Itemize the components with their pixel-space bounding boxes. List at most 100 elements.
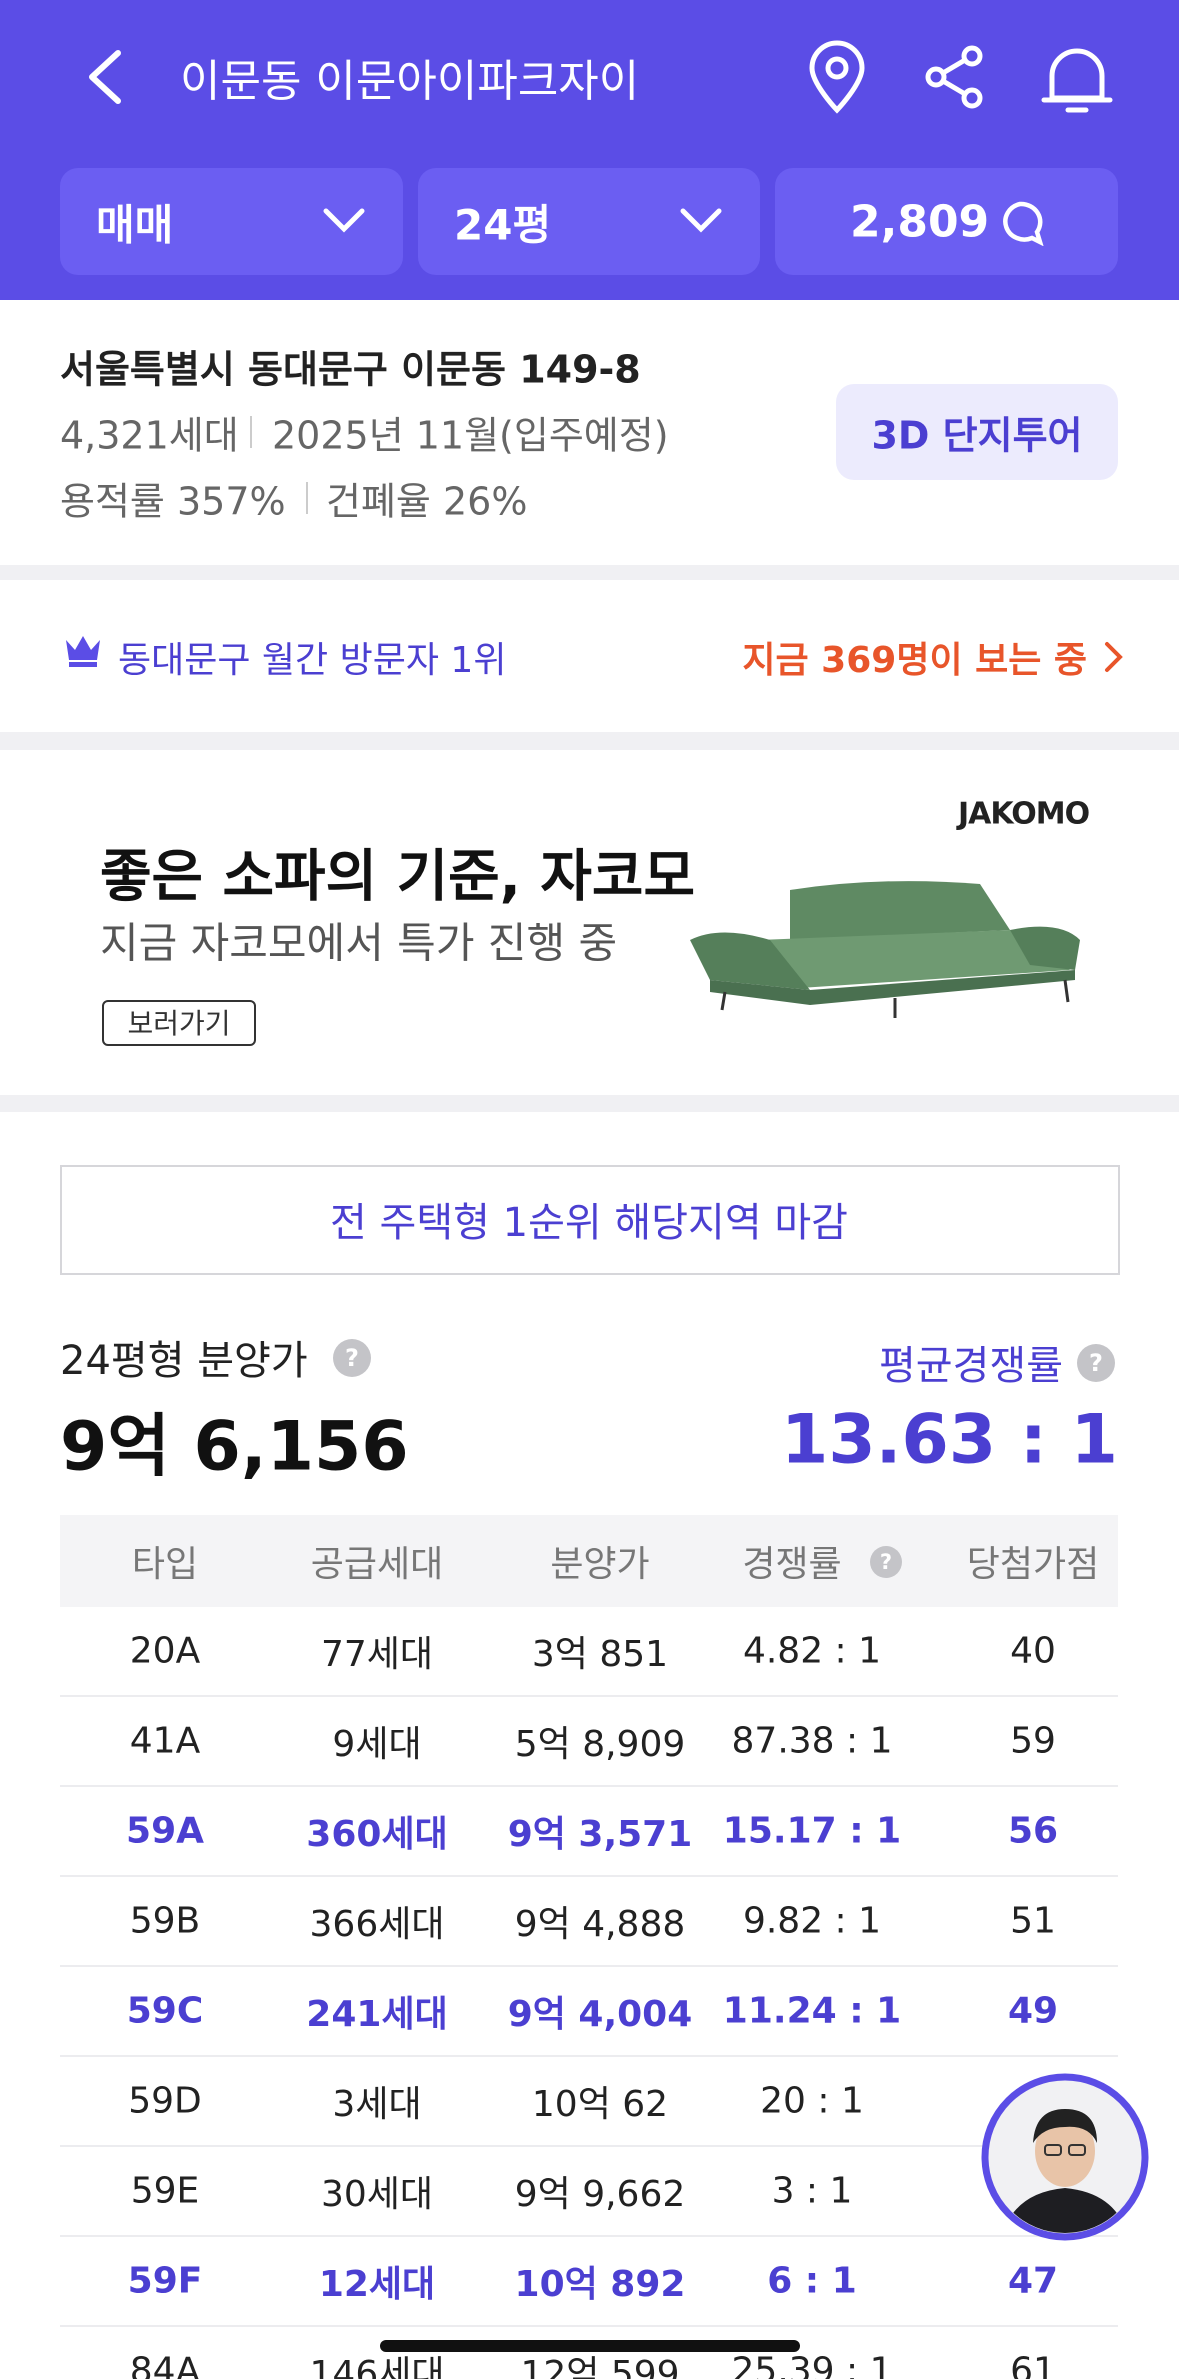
sofa-image [690, 881, 1080, 1018]
price-label: 24평형 분양가 [60, 1338, 308, 1384]
table-cell: 10억 62 [531, 2084, 669, 2125]
move-in: 2025년 11월(입주예정) [272, 413, 669, 458]
table-cell: 59E [130, 2170, 200, 2212]
back-button[interactable] [80, 47, 130, 107]
table-cell: 11.24 : 1 [722, 1990, 902, 2032]
table-cell: 9억 9,662 [514, 2174, 686, 2215]
table-cell: 59B [129, 1900, 201, 1942]
viewers[interactable]: 지금 369명이 보는 중 [742, 640, 1087, 681]
floor-area-ratio: 용적률 357% [60, 479, 286, 524]
table-cell: 12억 599 [520, 2354, 680, 2379]
table-cell: 3억 851 [531, 1634, 669, 1675]
column-header: 공급세대 [310, 1544, 444, 1585]
table-cell: 51 [1010, 1900, 1056, 1942]
table-cell: 49 [1007, 1990, 1059, 2032]
table-cell: 5억 8,909 [514, 1724, 686, 1765]
ranking-label: 동대문구 월간 방문자 1위 [118, 640, 507, 681]
notice: 전 주택형 1순위 해당지역 마감 [330, 1200, 848, 1246]
notification-icon[interactable] [1040, 42, 1114, 114]
row-divider [60, 2325, 1118, 2327]
home-indicator [380, 2340, 800, 2352]
share-icon[interactable] [922, 44, 988, 110]
tour-button[interactable] [836, 384, 1118, 480]
table-cell: 59A [126, 1810, 204, 1852]
chat-icon [1003, 201, 1044, 246]
trade-filter[interactable] [60, 168, 403, 275]
table-cell: 10억 892 [514, 2264, 686, 2305]
table-cell: 77세대 [320, 1634, 434, 1675]
ad-brand: JAKOMO [958, 796, 1090, 832]
filter-label: 24평 [454, 200, 552, 250]
table-cell: 12세대 [318, 2264, 436, 2305]
location-icon[interactable] [806, 40, 868, 115]
table-cell: 241세대 [306, 1994, 448, 2035]
table-cell: 146세대 [309, 2354, 445, 2379]
comments-button[interactable] [775, 168, 1118, 275]
separator [0, 732, 1179, 750]
column-header: 경쟁률 [742, 1544, 842, 1585]
table-cell: 30세대 [320, 2174, 434, 2215]
row-divider [60, 1875, 1118, 1877]
table-cell: 20A [129, 1630, 201, 1672]
tour-label: 3D 단지투어 [871, 413, 1083, 458]
table-cell: 59F [127, 2260, 203, 2302]
chevron-right [1105, 642, 1123, 672]
filter-label: 매매 [96, 200, 174, 250]
help-icon[interactable]: ? [332, 1338, 372, 1378]
svg-text:?: ? [1089, 1349, 1103, 1377]
chevron [680, 208, 722, 233]
address: 서울특별시 동대문구 이문동 149-8 [60, 347, 641, 392]
size-filter[interactable] [418, 168, 760, 275]
row-divider [60, 1785, 1118, 1787]
table-cell: 9.82 : 1 [742, 1900, 882, 1942]
notice-box [60, 1165, 1120, 1275]
table-cell: 20 : 1 [760, 2080, 864, 2122]
ad-button-label: 보러가기 [127, 1007, 231, 1040]
table-cell: 61 [1010, 2350, 1056, 2379]
svg-text:?: ? [345, 1344, 359, 1372]
divider [250, 416, 252, 448]
ad-subline: 지금 자코모에서 특가 진행 중 [100, 918, 618, 968]
table-cell: 3 : 1 [771, 2170, 853, 2212]
row-divider [60, 1695, 1118, 1697]
table-cell: 59C [126, 1990, 204, 2032]
row-divider [60, 2235, 1118, 2237]
table-cell: 56 [1007, 1810, 1059, 1852]
ad-button[interactable] [102, 1000, 256, 1046]
table-cell: 41A [129, 1720, 201, 1762]
separator [0, 1095, 1179, 1112]
column-header: 당첨가점 [966, 1544, 1100, 1585]
svg-text:?: ? [880, 1550, 892, 1574]
table-cell: 59D [128, 2080, 202, 2122]
table-cell: 15.17 : 1 [722, 1810, 902, 1852]
help-icon[interactable]: ? [1076, 1343, 1116, 1383]
building-coverage: 건폐율 26% [326, 479, 528, 524]
table-cell: 25.39 : 1 [731, 2350, 893, 2379]
table-cell: 9억 4,888 [514, 1904, 686, 1945]
table-cell: 59 [1010, 1720, 1056, 1762]
table-cell: 47 [1007, 2260, 1059, 2302]
table-cell: 9세대 [332, 1724, 422, 1765]
table-cell: 6 : 1 [767, 2260, 857, 2302]
row-divider [60, 2145, 1118, 2147]
column-header: 분양가 [550, 1544, 650, 1585]
divider [306, 482, 308, 514]
table-cell: 87.38 : 1 [731, 1720, 893, 1762]
table-cell: 366세대 [309, 1904, 445, 1945]
agent-avatar[interactable] [981, 2073, 1149, 2241]
table-cell: 4.82 : 1 [742, 1630, 882, 1672]
price-value: 9억 6,156 [60, 1407, 409, 1487]
table-cell: 84A [129, 2350, 201, 2379]
competition-value: 13.63 : 1 [781, 1400, 1118, 1480]
ad-headline: 좋은 소파의 기준, 자코모 [100, 844, 695, 910]
crown-icon [66, 636, 100, 667]
table-cell: 9억 4,004 [507, 1994, 693, 2035]
chevron [323, 208, 365, 233]
help-icon[interactable]: ? [869, 1545, 903, 1579]
table-cell: 40 [1010, 1630, 1056, 1672]
households: 4,321세대 [60, 413, 239, 458]
separator [0, 565, 1179, 580]
row-divider [60, 2055, 1118, 2057]
comment-count: 2,809 [850, 196, 990, 248]
